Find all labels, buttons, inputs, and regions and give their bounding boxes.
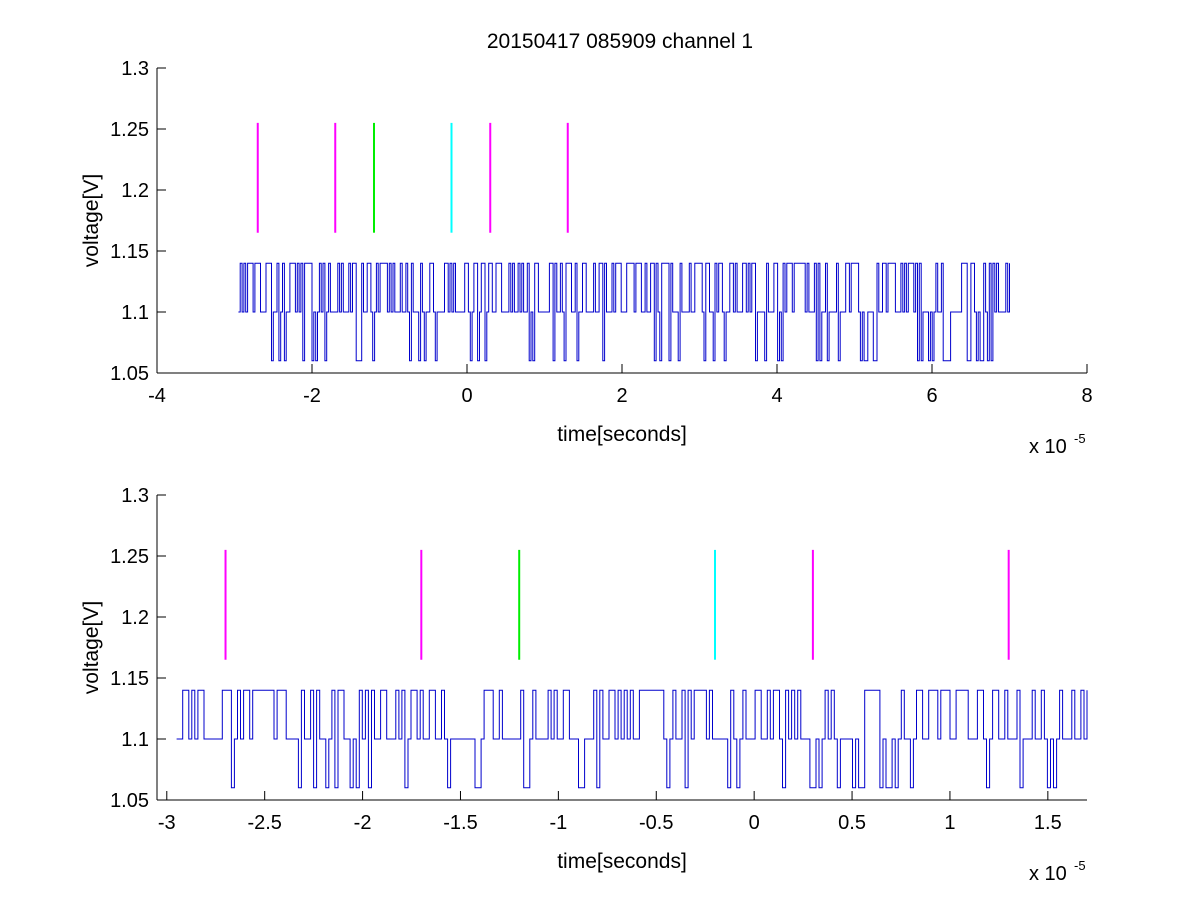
- y-tick-label: 1.25: [110, 546, 149, 568]
- y-tick-label: 1.15: [110, 241, 149, 263]
- voltage-signal-line: [238, 262, 1010, 362]
- y-axis-label: voltage[V]: [80, 601, 103, 694]
- x-tick-label: -2: [354, 812, 372, 834]
- x-tick-label: 2: [616, 385, 627, 407]
- x-tick-label: 4: [771, 385, 782, 407]
- x-tick-label: 0: [461, 385, 472, 407]
- y-tick-label: 1.2: [121, 180, 149, 202]
- y-tick-label: 1.3: [121, 58, 149, 80]
- x-tick-label: 1: [944, 812, 955, 834]
- figure-title: 20150417 085909 channel 1: [487, 30, 753, 53]
- y-tick-label: 1.1: [121, 729, 149, 751]
- x-scale-exponent-power: -5: [1074, 858, 1086, 873]
- x-scale-exponent-power: -5: [1074, 431, 1086, 446]
- y-tick-label: 1.2: [121, 607, 149, 629]
- x-tick-label: 1.5: [1034, 812, 1062, 834]
- y-tick-label: 1.05: [110, 363, 149, 385]
- subplot-1: 1.05 1.1 1.15 1.2 1.25 1.3 -4 -2 0 2 4 6 8 time[secon…: [80, 58, 1093, 458]
- x-tick-label: 6: [926, 385, 937, 407]
- x-tick-label: -1.5: [443, 812, 477, 834]
- y-tick-label: 1.05: [110, 790, 149, 812]
- x-tick-label: -2: [303, 385, 321, 407]
- y-tick-label: 1.25: [110, 119, 149, 141]
- x-axis-label: time[seconds]: [557, 850, 687, 873]
- x-scale-exponent: x 10: [1029, 863, 1067, 885]
- voltage-signal-line: [176, 689, 1088, 789]
- x-tick-label: -0.5: [639, 812, 673, 834]
- x-tick-label: 8: [1081, 385, 1092, 407]
- y-axis-label: voltage[V]: [80, 174, 103, 267]
- x-tick-label: 0.5: [838, 812, 866, 834]
- y-tick-label: 1.1: [121, 302, 149, 324]
- y-tick-label: 1.3: [121, 485, 149, 507]
- x-tick-label: -3: [158, 812, 176, 834]
- x-tick-label: -4: [148, 385, 166, 407]
- x-tick-label: -2.5: [247, 812, 281, 834]
- subplots: 1.05 1.1 1.15 1.2 1.25 1.3 -4 -2 0 2 4 6 8 time[secon…: [80, 58, 1093, 885]
- y-tick-label: 1.15: [110, 668, 149, 690]
- x-axis-label: time[seconds]: [557, 423, 687, 446]
- x-scale-exponent: x 10: [1029, 436, 1067, 458]
- subplot-2: 1.05 1.1 1.15 1.2 1.25 1.3 -3 -2.5 -2 -1.5 -1 -0.5 0…: [80, 485, 1088, 885]
- x-tick-label: 0: [749, 812, 760, 834]
- x-tick-label: -1: [549, 812, 567, 834]
